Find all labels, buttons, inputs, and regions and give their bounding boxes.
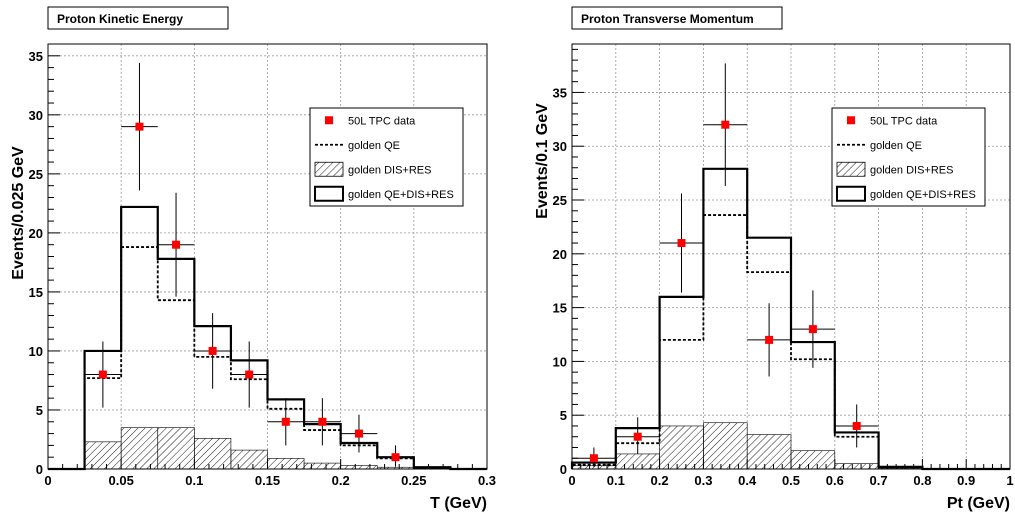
chart-title: Proton Transverse Momentum: [581, 12, 754, 26]
chart-title: Proton Kinetic Energy: [57, 12, 183, 26]
hatched-bar: [157, 427, 195, 470]
data-point: [765, 335, 774, 344]
x-axis-label: T (GeV): [430, 495, 487, 512]
legend-label: 50L TPC data: [348, 115, 416, 127]
hatched-bar: [703, 422, 748, 470]
legend-label: golden QE: [348, 140, 400, 152]
hatched-bar: [834, 463, 879, 470]
y-tick-label: 20: [553, 247, 567, 262]
y-axis-label: Events/0.1 GeV: [534, 103, 551, 219]
hatched-bar: [194, 438, 232, 470]
data-point: [281, 417, 290, 426]
hatched-bar: [340, 465, 378, 470]
data-point: [98, 370, 107, 379]
x-tick-label: 0.25: [401, 473, 426, 488]
hatched-bar: [659, 425, 704, 470]
chart-title-box: [47, 6, 229, 30]
data-point: [172, 240, 181, 249]
x-tick-label: 0: [568, 473, 575, 488]
data-point: [589, 454, 598, 463]
hatched-bar: [267, 458, 305, 470]
y-tick-label: 5: [36, 403, 43, 418]
x-tick-label: 0.8: [913, 473, 931, 488]
data-point: [808, 325, 817, 334]
legend-label: golden DIS+RES: [870, 164, 953, 176]
data-point: [245, 370, 254, 379]
data-point: [852, 421, 861, 430]
y-tick-label: 10: [29, 344, 43, 359]
y-tick-label: 25: [29, 167, 43, 182]
x-tick-label: 0.1: [607, 473, 625, 488]
x-tick-label: 0.05: [109, 473, 134, 488]
y-tick-label: 35: [29, 49, 43, 64]
hatched-bar: [84, 441, 122, 470]
y-axis-label: Events/0.025 GeV: [10, 146, 27, 280]
y-tick-label: 5: [560, 408, 567, 423]
chart-proton-transverse-momentum: Proton Transverse Momentum Events/0.1 Ge…: [534, 6, 1014, 512]
hatched-bar: [790, 450, 836, 470]
x-tick-label: 0.3: [694, 473, 712, 488]
legend-marker-data: [325, 116, 333, 125]
x-tick-label: 0.2: [332, 473, 350, 488]
legend-label: golden QE: [870, 140, 922, 152]
x-tick-label: 0.1: [185, 473, 203, 488]
x-tick-label: 1: [1006, 473, 1013, 488]
x-tick-label: 0.4: [738, 473, 757, 488]
hatched-bar: [230, 449, 268, 470]
hatched-bar: [120, 427, 159, 470]
data-point: [677, 239, 686, 248]
data-point: [354, 429, 363, 438]
legend-swatch-hatched: [836, 161, 866, 177]
data-point: [391, 453, 400, 462]
axis-ticks: 0 0.1 0.2 0.3 0.4 0.5 0.6 0.7 0.8 0.9 105101520253…: [553, 48, 1014, 488]
x-tick-label: 0.9: [957, 473, 975, 488]
legend: 50L TPC data golden QE golden DIS+RES golde…: [831, 107, 986, 207]
hatched-bar: [746, 434, 792, 470]
legend-label: golden QE+DIS+RES: [348, 189, 454, 201]
x-axis-label: Pt (GeV): [947, 495, 1010, 512]
x-tick-label: 0.7: [870, 473, 888, 488]
data-point: [208, 346, 217, 355]
x-tick-label: 0.5: [782, 473, 800, 488]
legend-marker-data: [847, 116, 855, 125]
hatched-bar: [303, 462, 341, 470]
legend-swatch-solid: [836, 185, 866, 202]
y-tick-label: 25: [553, 193, 567, 208]
legend-swatch-hatched: [314, 161, 344, 177]
legend-swatch-solid: [314, 185, 344, 202]
series-golden-qe-dis-res-line: [48, 205, 487, 471]
x-tick-label: 0: [44, 473, 51, 488]
axis-ticks: 0 0.05 0.1 0.15 0.2 0.25 0.3 0 5 10 15 20 25 30 35: [29, 49, 497, 488]
x-tick-label: 0.2: [651, 473, 669, 488]
chart-proton-kinetic-energy: Proton Kinetic Energy Events/0.025 GeV T…: [10, 6, 497, 512]
y-tick-label: 20: [29, 226, 43, 241]
series-golden-qe-dis-res-line: [570, 167, 1010, 471]
data-point: [318, 417, 327, 426]
series-golden-qe-line: [571, 214, 1010, 470]
legend-label: 50L TPC data: [870, 115, 938, 127]
legend: 50L TPC data golden QE golden DIS+RES golde…: [309, 107, 464, 207]
x-tick-label: 0.15: [255, 473, 280, 488]
series-50l-tpc-data: [572, 63, 879, 467]
data-point: [721, 120, 730, 129]
y-tick-label: 0: [560, 462, 567, 477]
y-tick-label: 10: [553, 354, 567, 369]
y-tick-label: 35: [553, 85, 567, 100]
legend-label: golden QE+DIS+RES: [870, 189, 976, 201]
data-point: [135, 122, 144, 131]
legend-label: golden DIS+RES: [348, 164, 431, 176]
y-tick-label: 30: [29, 108, 43, 123]
series-50l-tpc-data: [84, 62, 414, 467]
chart-title-box: [571, 6, 783, 30]
data-point: [633, 432, 642, 441]
hatched-bar: [615, 453, 660, 470]
y-tick-label: 30: [553, 139, 567, 154]
x-tick-label: 0.3: [478, 473, 496, 488]
y-tick-label: 0: [36, 462, 43, 477]
y-tick-label: 15: [29, 285, 43, 300]
y-tick-label: 15: [553, 301, 567, 316]
x-tick-label: 0.6: [826, 473, 844, 488]
